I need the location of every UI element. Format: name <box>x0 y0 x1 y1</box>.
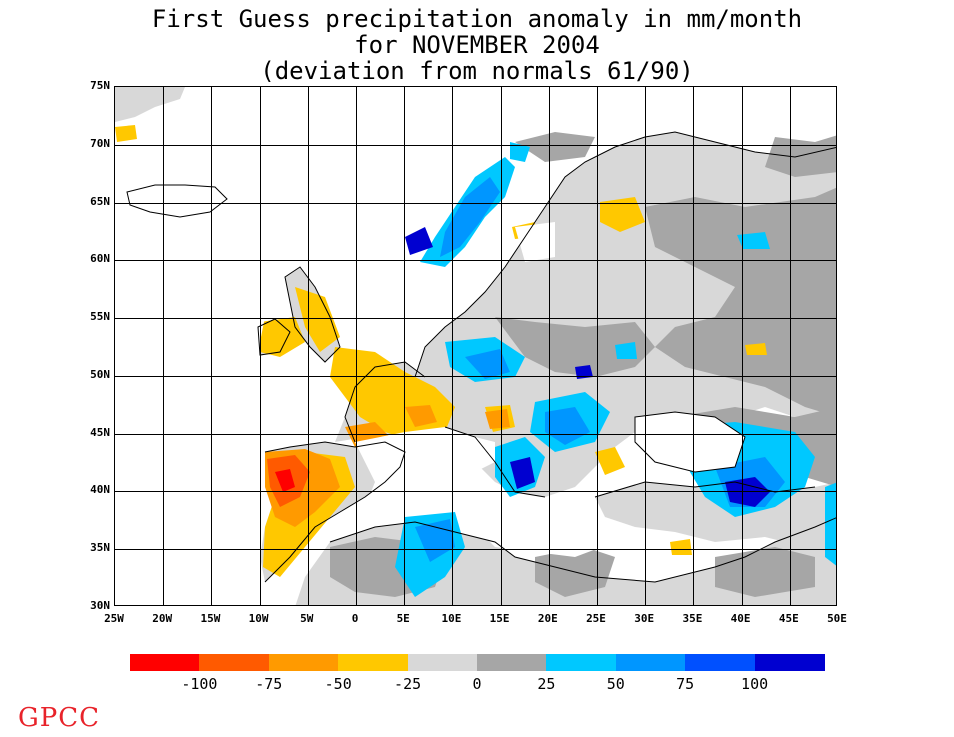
latitude-label: 50N <box>90 367 110 381</box>
longitude-label: 25W <box>104 612 124 625</box>
gpcc-logo: GPCC <box>18 703 101 733</box>
legend-label: -100 <box>181 675 218 693</box>
longitude-label: 10E <box>441 612 462 625</box>
longitude-label: 45E <box>778 612 799 625</box>
longitude-label: 0 <box>351 612 359 625</box>
longitude-label: 5W <box>300 612 314 625</box>
map-title-line-1: First Guess precipitation anomaly in mm/… <box>151 5 803 33</box>
legend-swatch <box>546 654 617 671</box>
legend-swatch <box>407 654 478 671</box>
legend-label: 75 <box>676 675 695 693</box>
longitude-label: 25E <box>586 612 606 625</box>
latitude-label: 75N <box>90 79 110 92</box>
map-canvas <box>115 87 836 605</box>
legend-label: -50 <box>324 675 352 693</box>
legend-label: 0 <box>472 675 482 693</box>
latitude-label: 60N <box>90 252 110 266</box>
latitude-label: 70N <box>90 136 110 150</box>
longitude-label: 10W <box>248 612 269 625</box>
map-title-line-2: for NOVEMBER 2004 <box>354 31 600 59</box>
anomaly-plus-100 <box>405 227 770 507</box>
latitude-label: 40N <box>90 483 110 497</box>
legend-swatch <box>754 654 825 671</box>
longitude-label: 20E <box>537 612 558 625</box>
legend-swatch <box>130 654 200 671</box>
longitude-label: 5E <box>396 612 410 625</box>
latitude-label: 35N <box>90 541 110 555</box>
anomaly-minus-100 <box>275 469 295 492</box>
legend-swatch <box>338 654 409 671</box>
latitude-label: 45N <box>90 425 110 439</box>
legend-label: 50 <box>606 675 625 693</box>
longitude-label: 30E <box>634 612 655 625</box>
longitude-label: 15E <box>489 612 510 625</box>
legend-label: -75 <box>255 675 283 693</box>
longitude-label: 40E <box>730 612 751 625</box>
legend-swatch <box>615 654 686 671</box>
legend-swatch <box>199 654 270 671</box>
legend-swatch <box>685 654 756 671</box>
longitude-label: 20W <box>152 612 173 625</box>
longitude-label: 50E <box>827 612 847 625</box>
precipitation-anomaly-map <box>114 86 837 606</box>
latitude-label: 65N <box>90 194 110 208</box>
longitude-label: 15W <box>200 612 221 625</box>
latitude-label: 55N <box>90 310 110 324</box>
longitude-label: 35E <box>682 612 703 625</box>
legend-label: 100 <box>741 675 769 693</box>
legend-label: -25 <box>394 675 422 693</box>
legend-label: 25 <box>537 675 556 693</box>
latitude-label: 30N <box>90 599 110 612</box>
legend-swatch <box>268 654 339 671</box>
graticule <box>115 87 836 605</box>
map-title-line-3: (deviation from normals 61/90) <box>260 57 694 85</box>
legend-swatch <box>477 654 547 671</box>
